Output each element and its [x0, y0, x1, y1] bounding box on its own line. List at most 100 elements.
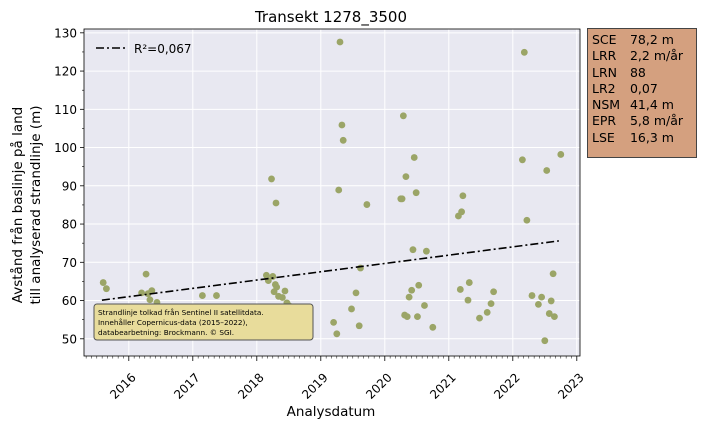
stat-value: 78,2 m: [629, 32, 674, 47]
data-point: [269, 273, 277, 280]
statistics-box: SCE 78,2 m LRR 2,2 m/år LRN 88 LR2 0,07 …: [587, 28, 697, 158]
chart-title: Transekt 1278_3500: [254, 8, 407, 27]
x-tick-label: 2018: [235, 370, 266, 401]
data-point: [338, 121, 346, 129]
data-point: [213, 292, 220, 299]
y-tick-label: 50: [62, 332, 77, 346]
data-point: [330, 318, 337, 326]
data-point: [333, 330, 341, 338]
data-point: [543, 167, 551, 174]
data-point: [363, 201, 371, 208]
data-point: [146, 296, 154, 304]
stat-value: 2,2 m/år: [629, 48, 684, 64]
x-tick-label: 2021: [427, 370, 458, 401]
y-tick-label: 80: [62, 218, 77, 232]
data-point: [272, 199, 280, 207]
data-point: [402, 173, 410, 181]
stat-row-epr: EPR 5,8 m/år: [592, 113, 696, 129]
data-point: [520, 48, 528, 56]
stat-key: NSM: [592, 97, 621, 113]
source-annotation: Strandlinje tolkad från Sentinel II sate…: [93, 303, 314, 341]
data-point: [414, 313, 421, 321]
data-point: [476, 314, 483, 322]
data-point: [490, 288, 497, 296]
stat-key: EPR: [592, 113, 617, 129]
annotation-box: [93, 303, 314, 341]
data-point: [409, 246, 417, 254]
stat-key: LSE: [592, 129, 615, 145]
y-tick-label: 70: [62, 256, 77, 270]
data-point: [399, 112, 407, 120]
stat-value: 88: [629, 64, 646, 80]
stat-row-lrr: LRR 2,2 m/år: [592, 48, 696, 64]
x-axis-label: Analysdatum: [287, 404, 376, 420]
data-point: [335, 186, 343, 194]
stat-value: 5,8 m/år: [629, 113, 684, 129]
data-point: [398, 195, 406, 203]
plot-area: [84, 29, 580, 356]
data-point: [403, 313, 411, 321]
stat-row-lr2: LR2 0,07: [592, 81, 696, 97]
y-tick-label: 60: [62, 294, 77, 308]
data-point: [541, 337, 549, 345]
data-point: [336, 38, 344, 46]
data-point: [273, 283, 281, 291]
data-point: [199, 292, 206, 299]
data-point: [348, 305, 355, 313]
stat-key: LRR: [592, 48, 617, 64]
data-point: [535, 300, 542, 308]
x-tick-label: 2023: [555, 370, 586, 401]
y-tick-label: 90: [62, 179, 77, 193]
data-point: [148, 287, 156, 294]
trend-line: [101, 240, 559, 301]
data-point: [410, 154, 418, 161]
data-point: [421, 302, 428, 309]
data-point: [487, 300, 495, 308]
data-point: [405, 293, 413, 301]
data-point: [464, 296, 472, 304]
stat-key: SCE: [592, 32, 617, 47]
data-point: [268, 175, 275, 183]
x-tick-label: 2020: [363, 370, 394, 401]
annotation-line-1: Strandlinje tolkad från Sentinel II sate…: [98, 308, 264, 317]
stat-value: 16,3 m: [629, 129, 674, 145]
stat-row-lrn: LRN 88: [592, 65, 696, 81]
plot-frame: [83, 28, 581, 357]
stat-row-sce: SCE 78,2 m: [592, 32, 696, 48]
x-tick-label: 2022: [491, 370, 522, 401]
data-point: [339, 136, 347, 144]
legend: R²=0,067: [96, 42, 192, 56]
y-tick-label: 110: [54, 103, 77, 117]
x-tick-label: 2017: [171, 370, 202, 401]
data-point: [549, 270, 557, 278]
data-point: [459, 192, 467, 200]
data-point: [458, 208, 465, 216]
data-point: [103, 285, 110, 293]
data-point: [528, 292, 536, 299]
data-point: [538, 293, 545, 301]
data-point: [547, 297, 555, 305]
data-point: [281, 287, 289, 295]
y-axis-label-line1: Avstånd från baslinje på land: [9, 107, 26, 303]
data-points: [99, 38, 565, 345]
data-point: [263, 271, 270, 279]
data-point: [523, 216, 531, 224]
data-point: [142, 270, 150, 278]
y-axis-label-line2: till analyserad strandlinje (m): [28, 105, 44, 304]
data-point: [355, 322, 363, 330]
annotation-line-2: Innehåller Copernicus-data (2015–2022),: [98, 318, 248, 327]
data-point: [279, 294, 286, 301]
data-point: [429, 323, 437, 331]
data-point: [545, 310, 553, 317]
data-point: [557, 151, 565, 158]
data-point: [456, 286, 464, 293]
data-point: [408, 286, 416, 294]
x-tick-label: 2016: [107, 370, 138, 401]
data-point: [423, 247, 430, 255]
stat-row-lse: LSE 16,3 m: [592, 130, 696, 146]
y-tick-label: 130: [54, 26, 77, 40]
stat-value: 0,07: [629, 80, 658, 96]
stat-row-nsm: NSM 41,4 m: [592, 97, 696, 113]
y-tick-label: 100: [54, 141, 77, 155]
